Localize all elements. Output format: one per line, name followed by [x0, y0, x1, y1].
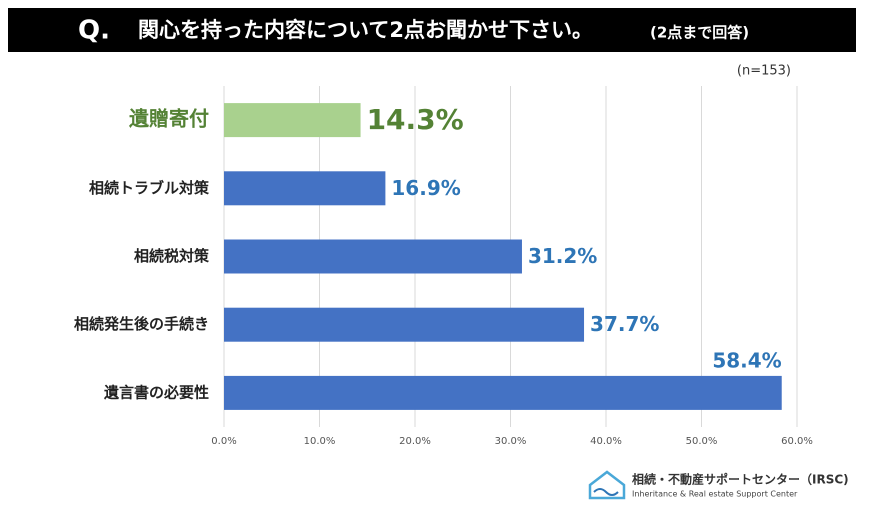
- value-label: 14.3%: [367, 103, 464, 136]
- chart-title: 関心を持った内容について2点お聞かせ下さい。: [138, 18, 593, 42]
- logo-tagline: Inheritance & Real estate Support Center: [632, 490, 798, 499]
- title-prefix: Q.: [78, 16, 110, 46]
- logo: 相続・不動産サポートセンター（IRSC) Inheritance & Real …: [588, 470, 849, 500]
- value-label: 16.9%: [391, 176, 460, 200]
- x-tick-label: 50.0%: [686, 436, 718, 447]
- title-bar: [8, 8, 856, 52]
- y-tick-label: 遺贈寄付: [129, 107, 209, 131]
- logo-wave: [593, 488, 619, 496]
- x-tick-label: 20.0%: [399, 436, 431, 447]
- bar: [224, 307, 585, 342]
- logo-icon: [588, 470, 626, 500]
- x-tick-label: 0.0%: [211, 436, 236, 447]
- bar: [224, 375, 782, 410]
- bar: [224, 103, 361, 138]
- value-label: 31.2%: [528, 244, 597, 268]
- y-tick-label: 相続トラブル対策: [89, 179, 210, 197]
- x-tick-label: 30.0%: [495, 436, 527, 447]
- x-tick-label: 40.0%: [590, 436, 622, 447]
- bar: [224, 171, 386, 206]
- y-tick-label: 相続税対策: [134, 247, 210, 265]
- y-tick-label: 遺言書の必要性: [103, 383, 209, 401]
- logo-name: 相続・不動産サポートセンター（IRSC): [632, 472, 849, 487]
- value-label: 58.4%: [712, 348, 781, 372]
- y-tick-label: 相続発生後の手続き: [74, 315, 209, 333]
- bar: [224, 239, 522, 274]
- x-tick-label: 10.0%: [304, 436, 336, 447]
- x-tick-label: 60.0%: [781, 436, 813, 447]
- sample-note: (n=153): [737, 64, 791, 79]
- chart-subtitle: (2点まで回答): [650, 24, 749, 42]
- value-label: 37.7%: [590, 312, 659, 336]
